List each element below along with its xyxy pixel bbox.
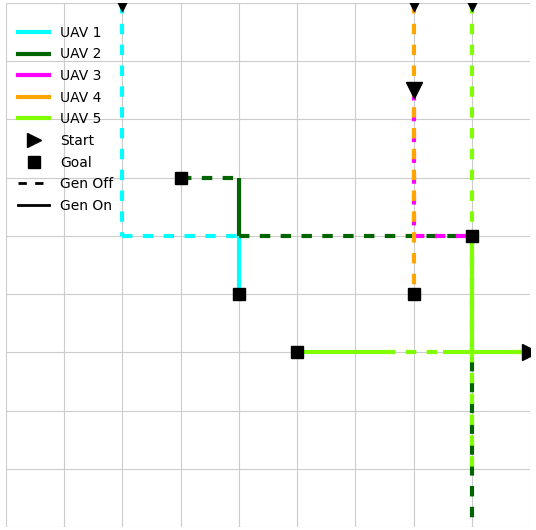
Legend: UAV 1, UAV 2, UAV 3, UAV 4, UAV 5, Start, Goal, Gen Off, Gen On: UAV 1, UAV 2, UAV 3, UAV 4, UAV 5, Start… [13,20,119,218]
